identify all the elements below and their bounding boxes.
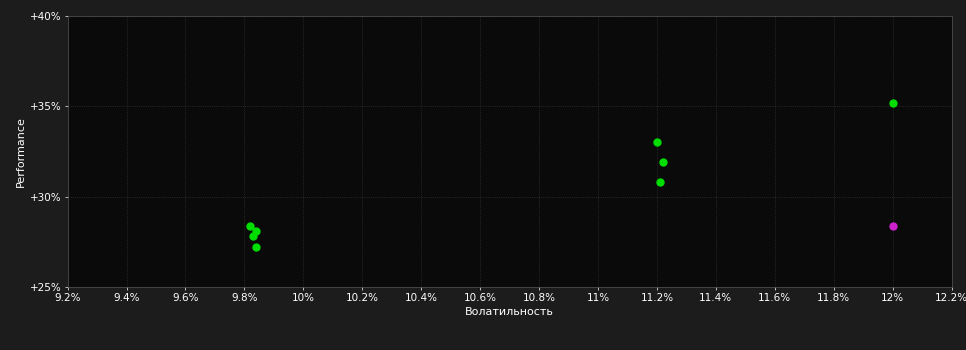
Point xyxy=(242,223,258,228)
Point xyxy=(652,179,668,185)
Point xyxy=(245,233,261,239)
Point xyxy=(655,159,670,165)
Point xyxy=(885,100,900,105)
Point xyxy=(885,223,900,228)
Point xyxy=(248,244,264,250)
Point xyxy=(649,140,665,145)
Y-axis label: Performance: Performance xyxy=(16,116,26,187)
X-axis label: Волатильность: Волатильность xyxy=(465,307,554,317)
Point xyxy=(248,228,264,234)
